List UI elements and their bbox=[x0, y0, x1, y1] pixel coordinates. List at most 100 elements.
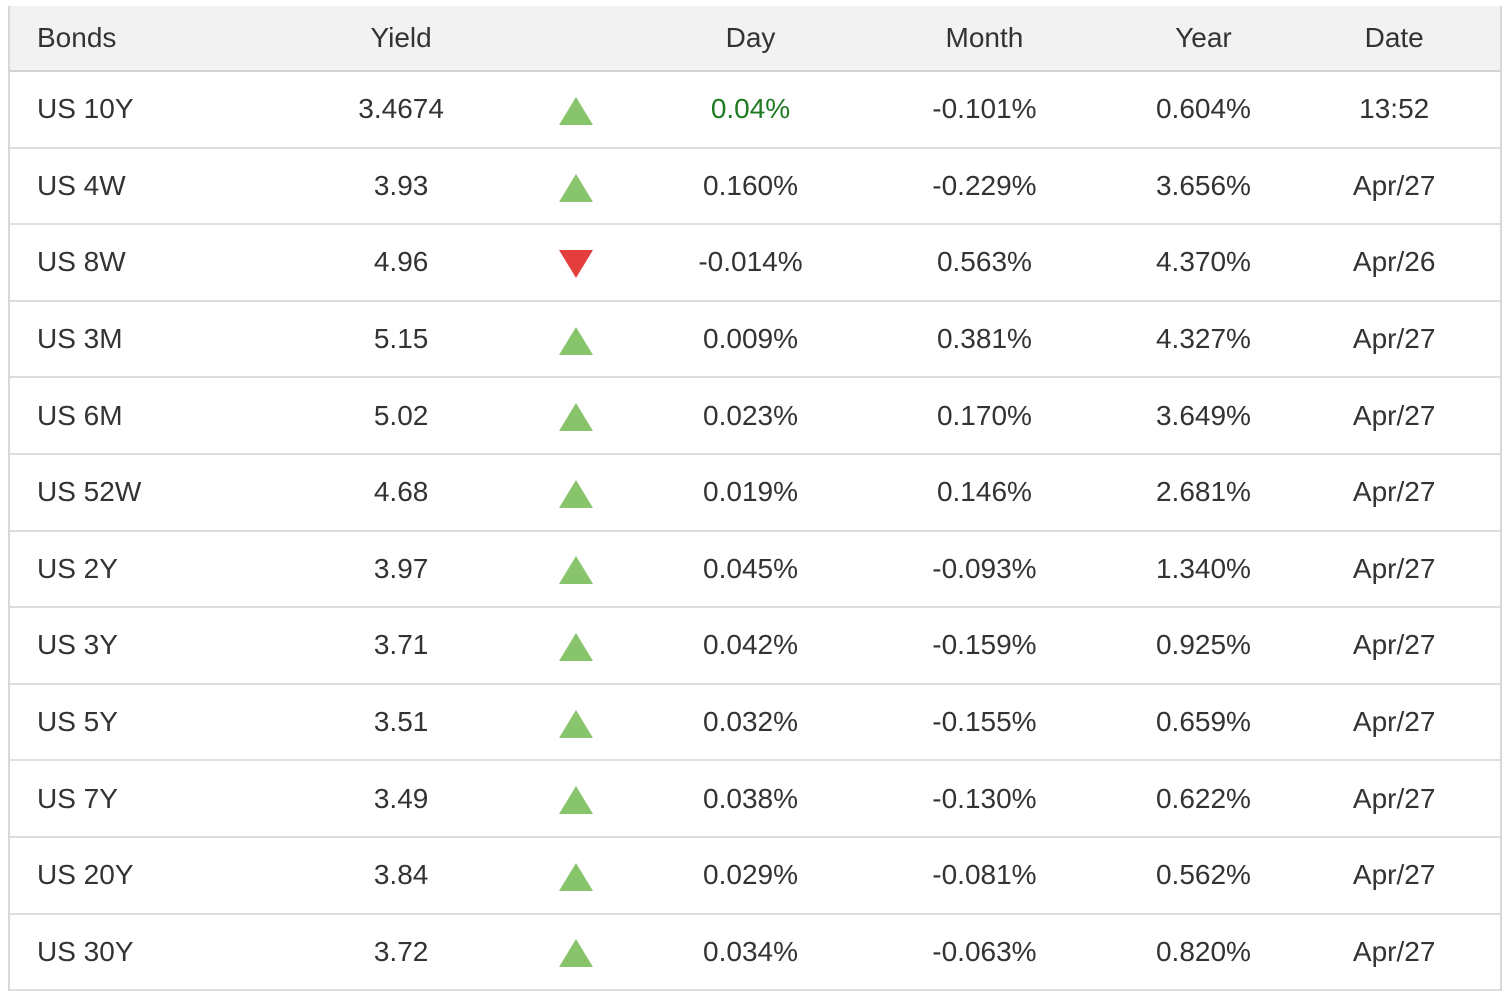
trend-up-icon bbox=[559, 786, 594, 815]
trend-up-icon bbox=[559, 633, 594, 662]
bond-name[interactable]: US 20Y bbox=[37, 859, 134, 891]
bond-name[interactable]: US 8W bbox=[37, 246, 126, 278]
bond-name[interactable]: US 3M bbox=[37, 323, 123, 355]
day-change: 0.042% bbox=[703, 629, 798, 661]
table-row[interactable]: US 30Y 3.72 0.034% -0.063% 0.820% Apr/27 bbox=[10, 914, 1500, 992]
year-change: 1.340% bbox=[1155, 552, 1251, 584]
month-change: -0.155% bbox=[932, 706, 1037, 738]
trend-cell bbox=[502, 246, 651, 279]
yield-value: 4.68 bbox=[373, 476, 429, 508]
day-change: 0.160% bbox=[703, 169, 798, 201]
day-change: -0.014% bbox=[698, 246, 803, 278]
bond-name[interactable]: US 52W bbox=[37, 476, 142, 508]
date-value: Apr/27 bbox=[1352, 169, 1436, 201]
date-value: Apr/27 bbox=[1352, 782, 1436, 814]
bond-name[interactable]: US 5Y bbox=[37, 706, 118, 738]
table-row[interactable]: US 5Y 3.51 0.032% -0.155% 0.659% Apr/27 bbox=[10, 684, 1500, 762]
year-change: 0.604% bbox=[1155, 93, 1251, 125]
day-change: 0.034% bbox=[703, 935, 798, 967]
month-change: -0.063% bbox=[932, 935, 1037, 967]
yield-value: 3.49 bbox=[373, 782, 429, 814]
table-body: US 10Y 3.4674 0.04% -0.101% 0.604% 13:52… bbox=[10, 72, 1500, 992]
trend-up-icon bbox=[559, 403, 594, 432]
trend-up-icon bbox=[559, 709, 594, 738]
trend-cell bbox=[502, 859, 651, 891]
trend-cell bbox=[502, 400, 651, 432]
header-yield: Yield bbox=[370, 22, 432, 53]
table-row[interactable]: US 20Y 3.84 0.029% -0.081% 0.562% Apr/27 bbox=[10, 837, 1500, 915]
table-row[interactable]: US 3Y 3.71 0.042% -0.159% 0.925% Apr/27 bbox=[10, 608, 1500, 685]
trend-cell bbox=[502, 476, 651, 508]
yield-value: 3.51 bbox=[373, 706, 429, 738]
yield-value: 3.71 bbox=[373, 629, 429, 661]
yield-value: 3.72 bbox=[373, 935, 429, 967]
day-change: 0.029% bbox=[703, 859, 798, 891]
year-change: 0.562% bbox=[1155, 859, 1251, 891]
header-year: Year bbox=[1175, 22, 1232, 53]
bond-name[interactable]: US 6M bbox=[37, 399, 123, 431]
day-change: 0.032% bbox=[703, 706, 798, 738]
table-row[interactable]: US 52W 4.68 0.019% 0.146% 2.681% Apr/27 bbox=[10, 454, 1500, 532]
date-value: 13:52 bbox=[1359, 93, 1430, 125]
bond-name[interactable]: US 30Y bbox=[37, 935, 134, 967]
day-change: 0.045% bbox=[703, 552, 798, 584]
bonds-table: Bonds Yield Day Month Year Date US 10Y 3… bbox=[8, 6, 1502, 992]
table-row[interactable]: US 2Y 3.97 0.045% -0.093% 1.340% Apr/27 bbox=[10, 531, 1500, 609]
trend-cell bbox=[502, 706, 651, 738]
header-bonds: Bonds bbox=[37, 22, 117, 53]
yield-value: 5.02 bbox=[373, 399, 429, 431]
date-value: Apr/27 bbox=[1352, 476, 1436, 508]
day-change: 0.038% bbox=[703, 782, 798, 814]
yield-value: 4.96 bbox=[373, 246, 429, 278]
month-change: 0.170% bbox=[936, 399, 1032, 431]
table-row[interactable]: US 10Y 3.4674 0.04% -0.101% 0.604% 13:52 bbox=[10, 72, 1500, 149]
bond-name[interactable]: US 2Y bbox=[37, 552, 118, 584]
day-change: 0.019% bbox=[703, 476, 798, 508]
year-change: 3.649% bbox=[1155, 399, 1251, 431]
trend-cell bbox=[502, 629, 651, 662]
trend-cell bbox=[502, 323, 651, 355]
trend-cell bbox=[502, 936, 651, 968]
month-change: 0.381% bbox=[936, 323, 1032, 355]
header-date: Date bbox=[1364, 22, 1424, 53]
trend-up-icon bbox=[559, 96, 594, 125]
trend-up-icon bbox=[559, 556, 594, 585]
trend-cell bbox=[502, 553, 651, 585]
table-row[interactable]: US 7Y 3.49 0.038% -0.130% 0.622% Apr/27 bbox=[10, 761, 1500, 838]
date-value: Apr/27 bbox=[1352, 552, 1436, 584]
trend-cell bbox=[502, 783, 651, 815]
month-change: 0.563% bbox=[936, 246, 1032, 278]
table-row[interactable]: US 8W 4.96 -0.014% 0.563% 4.370% Apr/26 bbox=[10, 225, 1500, 302]
month-change: -0.081% bbox=[932, 859, 1037, 891]
year-change: 0.622% bbox=[1155, 782, 1251, 814]
date-value: Apr/27 bbox=[1352, 629, 1436, 661]
trend-up-icon bbox=[559, 173, 594, 202]
trend-cell bbox=[502, 93, 651, 125]
bond-name[interactable]: US 7Y bbox=[37, 782, 118, 814]
year-change: 0.820% bbox=[1155, 935, 1251, 967]
trend-up-icon bbox=[559, 862, 594, 891]
table-header-row: Bonds Yield Day Month Year Date bbox=[10, 6, 1500, 72]
yield-value: 3.93 bbox=[373, 169, 429, 201]
year-change: 3.656% bbox=[1155, 169, 1251, 201]
table-row[interactable]: US 3M 5.15 0.009% 0.381% 4.327% Apr/27 bbox=[10, 301, 1500, 379]
year-change: 0.925% bbox=[1155, 629, 1251, 661]
year-change: 0.659% bbox=[1155, 706, 1251, 738]
month-change: -0.093% bbox=[932, 552, 1037, 584]
header-month: Month bbox=[945, 22, 1024, 53]
bond-name[interactable]: US 3Y bbox=[37, 629, 118, 661]
yield-value: 3.4674 bbox=[358, 93, 444, 125]
date-value: Apr/27 bbox=[1352, 935, 1436, 967]
year-change: 2.681% bbox=[1155, 476, 1251, 508]
table-row[interactable]: US 4W 3.93 0.160% -0.229% 3.656% Apr/27 bbox=[10, 148, 1500, 226]
date-value: Apr/27 bbox=[1352, 859, 1436, 891]
bond-name[interactable]: US 4W bbox=[37, 169, 126, 201]
day-change: 0.04% bbox=[710, 93, 791, 125]
year-change: 4.327% bbox=[1155, 323, 1251, 355]
yield-value: 3.84 bbox=[373, 859, 429, 891]
trend-up-icon bbox=[559, 326, 594, 355]
table-row[interactable]: US 6M 5.02 0.023% 0.170% 3.649% Apr/27 bbox=[10, 378, 1500, 455]
trend-down-icon bbox=[559, 250, 594, 279]
header-day: Day bbox=[725, 22, 776, 53]
bond-name[interactable]: US 10Y bbox=[37, 93, 134, 125]
